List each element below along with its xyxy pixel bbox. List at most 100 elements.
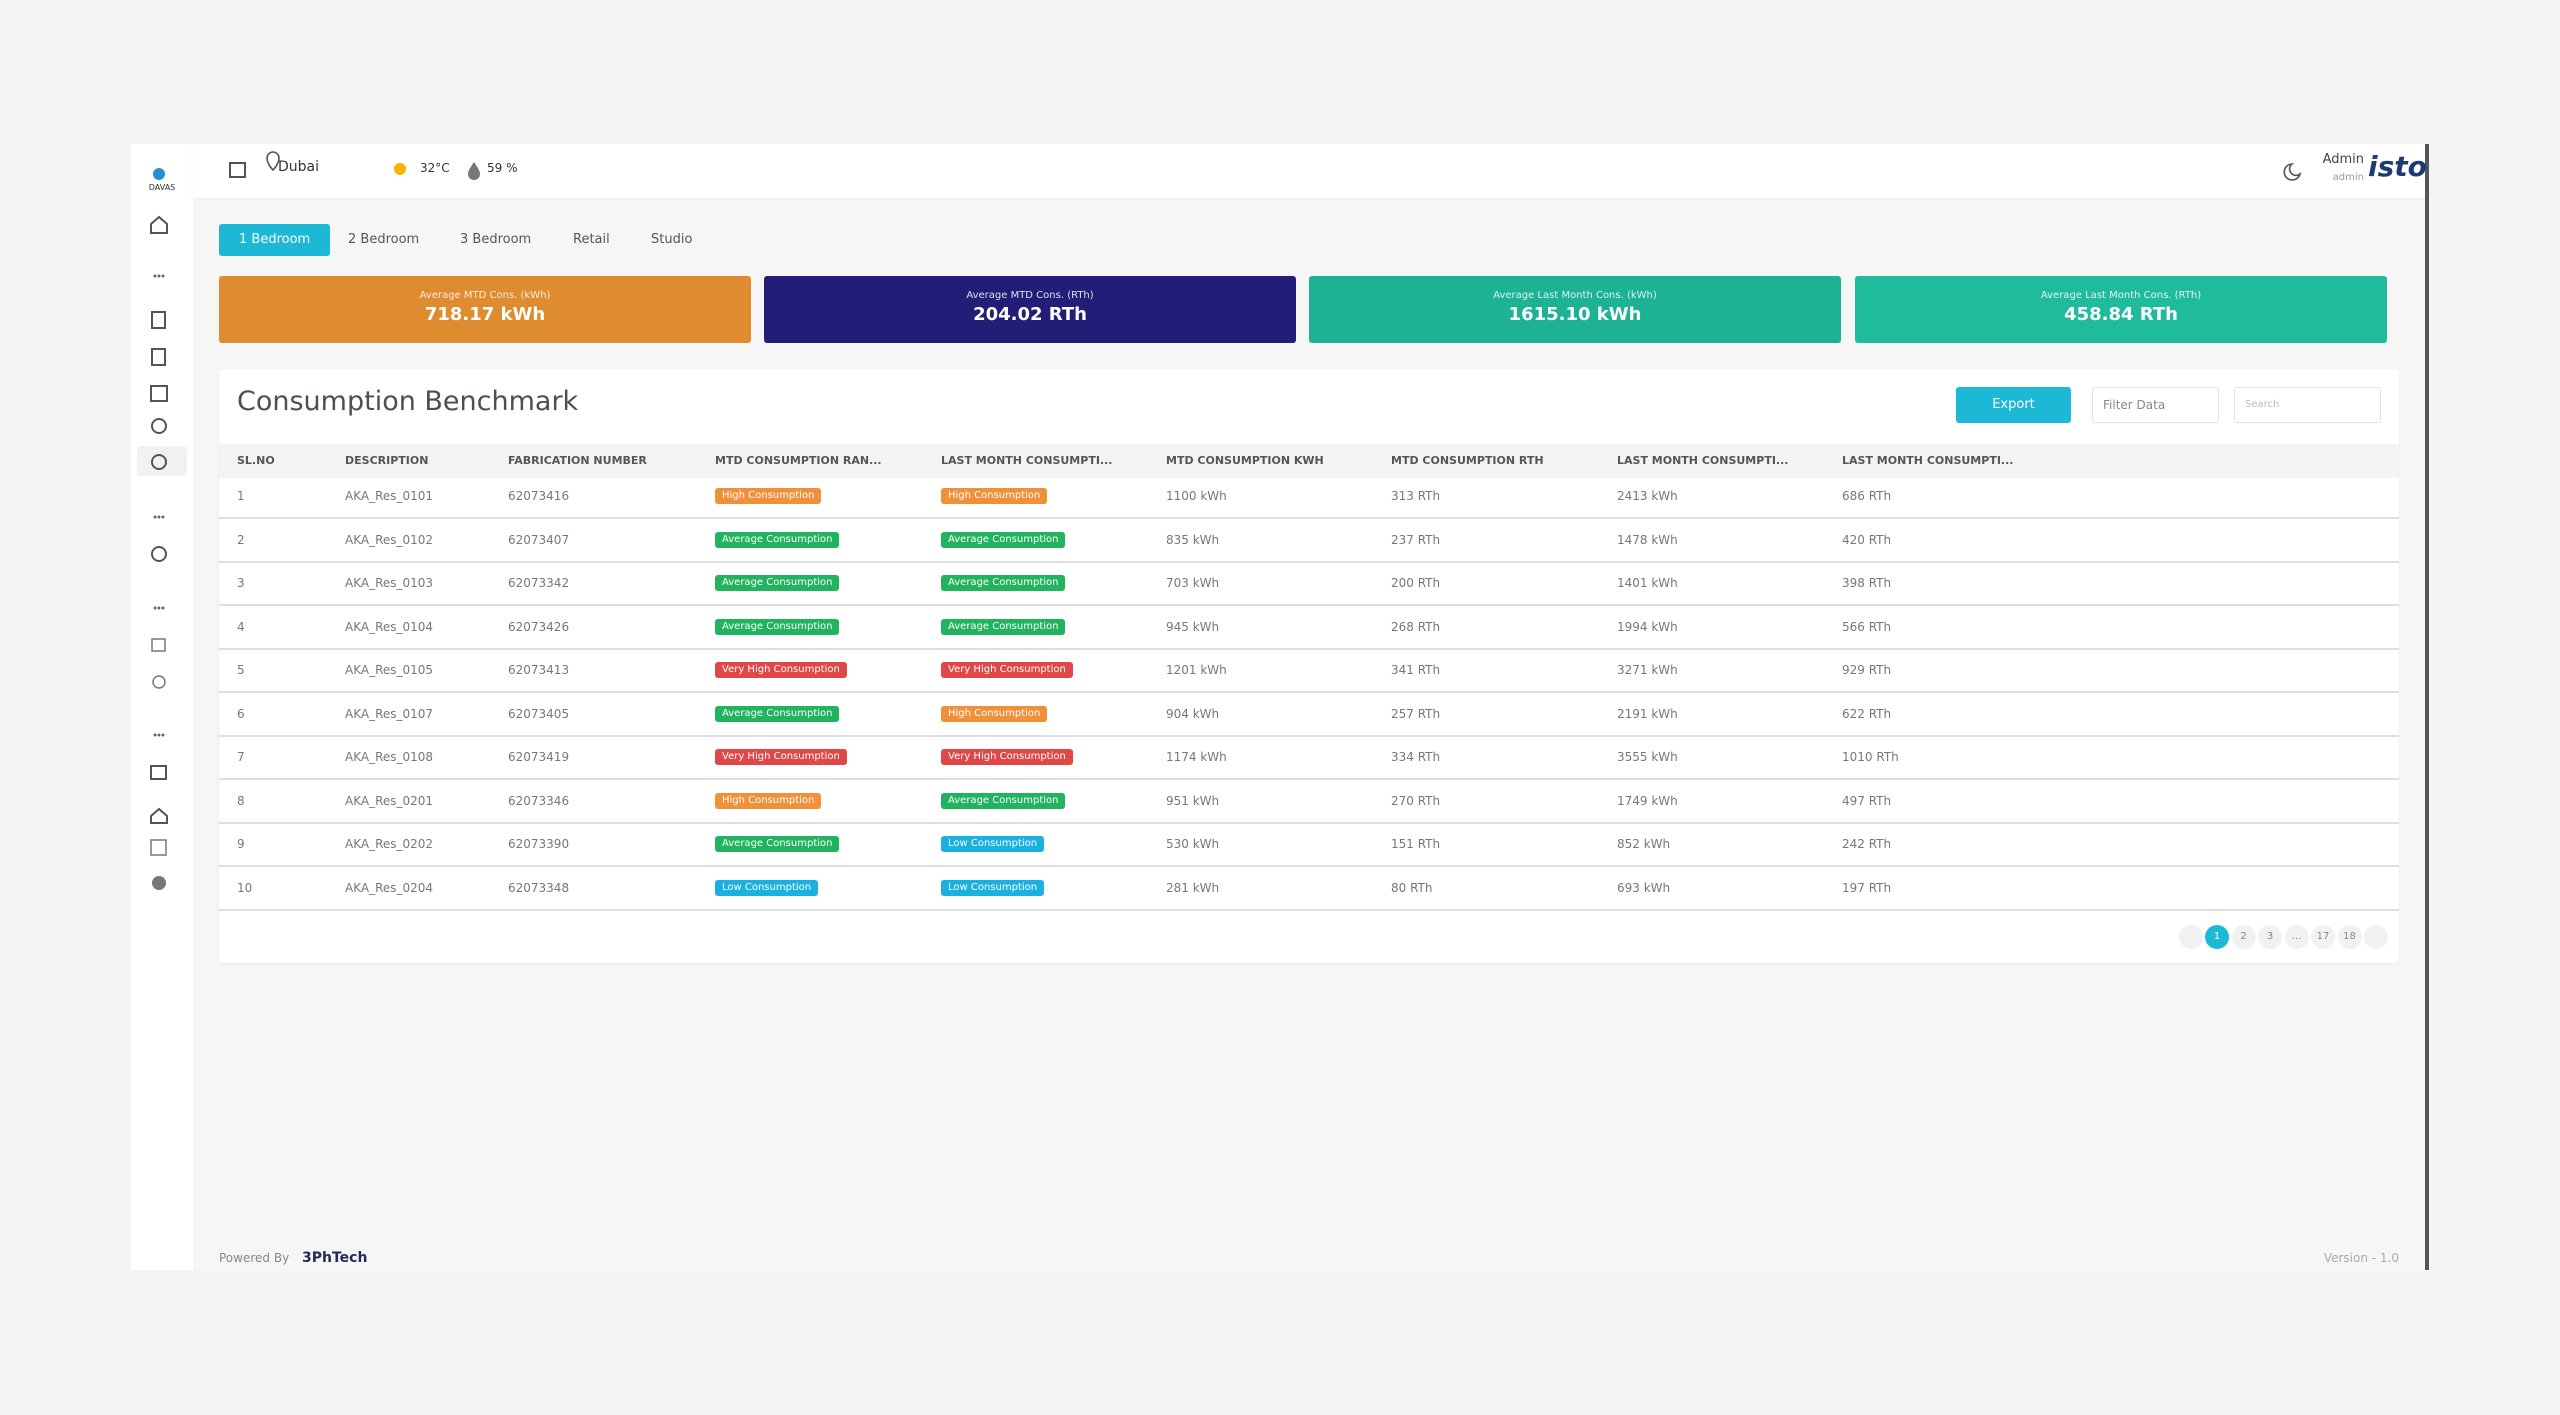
export-button[interactable]: Export: [1956, 387, 2071, 423]
table-cell: 566 RTh: [1842, 619, 1892, 634]
tab[interactable]: 2 Bedroom: [348, 232, 420, 247]
status-badge: Average Consumption: [715, 575, 840, 591]
summary-card: [764, 276, 1296, 343]
table-cell: 497 RTh: [1842, 793, 1892, 808]
table-cell: 3: [237, 576, 245, 590]
table-cell: 62073407: [508, 532, 570, 547]
table-cell: 3555 kWh: [1617, 750, 1678, 764]
tab[interactable]: 3 Bedroom: [460, 232, 532, 247]
status-badge: High Consumption: [715, 488, 822, 504]
filter-select[interactable]: Filter Data: [2092, 387, 2219, 423]
table-cell: 945 kWh: [1166, 619, 1220, 634]
table-cell: 420 RTh: [1842, 532, 1892, 547]
table-cell: 904 kWh: [1166, 706, 1220, 721]
card-label: Average Last Month Cons. (kWh): [1493, 290, 1657, 301]
table-cell: 257 RTh: [1391, 706, 1441, 721]
status-badge: Very High Consumption: [941, 749, 1073, 765]
page-button[interactable]: 18: [2337, 925, 2362, 949]
footer-company: 3PhTech: [302, 1250, 368, 1266]
sidebar-logo-text: DAVAS: [148, 183, 176, 192]
status-badge: Very High Consumption: [715, 662, 847, 678]
table-cell: AKA_Res_0105: [345, 663, 434, 677]
table-cell: AKA_Res_0201: [345, 793, 434, 808]
table-cell: 1100 kWh: [1166, 489, 1227, 503]
status-badge: Average Consumption: [941, 575, 1066, 591]
row-divider: [219, 560, 2399, 563]
card-label: Average MTD Cons. (RTh): [966, 290, 1094, 301]
tab[interactable]: Retail: [573, 232, 610, 247]
status-badge: High Consumption: [941, 705, 1048, 722]
status-badge: Average Consumption: [715, 531, 840, 548]
table-cell: 313 RTh: [1391, 489, 1441, 503]
status-badge: Average Consumption: [941, 792, 1066, 809]
temperature: 32°C: [420, 161, 450, 175]
page-button[interactable]: 17: [2311, 925, 2335, 949]
table-cell: 686 RTh: [1842, 489, 1892, 503]
table-cell: 1201 kWh: [1166, 663, 1227, 677]
table-cell: 197 RTh: [1842, 880, 1892, 895]
row-divider: [219, 821, 2399, 824]
page-button[interactable]: 1: [2205, 925, 2229, 949]
summary-card: [1309, 276, 1841, 343]
status-badge: Low Consumption: [941, 836, 1045, 852]
table-cell: 281 kWh: [1166, 880, 1220, 895]
card-value: 718.17 kWh: [424, 304, 546, 325]
page-button[interactable]: ...: [2284, 925, 2309, 949]
table-cell: 62073405: [508, 706, 570, 721]
table-cell: AKA_Res_0104: [345, 619, 434, 634]
table-cell: 62073426: [508, 619, 570, 634]
table-cell: 9: [237, 837, 245, 851]
user-name[interactable]: Admin: [2322, 152, 2364, 167]
row-divider: [219, 908, 2399, 911]
tab[interactable]: 1 Bedroom: [219, 224, 331, 256]
table-cell: 4: [237, 619, 245, 634]
row-divider: [219, 734, 2399, 737]
humidity: 59 %: [487, 161, 518, 175]
status-badge: Average Consumption: [715, 705, 840, 722]
table-cell: AKA_Res_0103: [345, 576, 434, 590]
card-value: 1615.10 kWh: [1508, 304, 1642, 325]
table-cell: 1478 kWh: [1617, 532, 1678, 547]
table-cell: 62073346: [508, 793, 570, 808]
footer-version: Version - 1.0: [2323, 1251, 2399, 1265]
table-cell: 237 RTh: [1391, 532, 1441, 547]
column-header: MTD CONSUMPTION RAN...: [715, 454, 882, 467]
table-cell: 62073342: [508, 576, 570, 590]
table-cell: 270 RTh: [1391, 793, 1441, 808]
table-cell: 530 kWh: [1166, 837, 1220, 851]
row-divider: [219, 691, 2399, 693]
brand-logo: isto: [2368, 150, 2427, 183]
status-badge: Average Consumption: [941, 531, 1066, 548]
row-divider: [219, 778, 2399, 780]
column-header: FABRICATION NUMBER: [508, 454, 647, 467]
table-cell: AKA_Res_0102: [345, 532, 434, 547]
table-cell: 929 RTh: [1842, 663, 1892, 677]
search-input[interactable]: Search: [2234, 387, 2381, 423]
page-prev[interactable]: [2178, 925, 2203, 949]
table-cell: 1749 kWh: [1617, 793, 1678, 808]
page-button[interactable]: 3: [2258, 925, 2282, 949]
table-cell: 622 RTh: [1842, 706, 1892, 721]
location: Dubai: [278, 159, 320, 175]
page-next[interactable]: [2364, 925, 2388, 949]
table-cell: 1401 kWh: [1617, 576, 1678, 590]
status-badge: Very High Consumption: [715, 749, 847, 765]
tab[interactable]: Studio: [651, 232, 693, 247]
table-cell: AKA_Res_0101: [345, 489, 434, 503]
table-cell: 693 kWh: [1617, 880, 1671, 895]
column-header: MTD CONSUMPTION RTH: [1391, 454, 1544, 467]
table-cell: 242 RTh: [1842, 837, 1892, 851]
status-badge: Average Consumption: [715, 836, 840, 852]
table-cell: 62073413: [508, 663, 570, 677]
table-title: Consumption Benchmark: [237, 386, 579, 417]
table-cell: 334 RTh: [1391, 750, 1441, 764]
user-role: admin: [2332, 172, 2364, 183]
column-header: MTD CONSUMPTION KWH: [1166, 454, 1324, 467]
card-value: 204.02 RTh: [973, 304, 1087, 325]
row-divider: [219, 865, 2399, 867]
page-button[interactable]: 2: [2231, 925, 2256, 949]
card-label: Average Last Month Cons. (RTh): [2040, 290, 2202, 301]
column-header: SL.NO: [237, 454, 275, 467]
column-header: DESCRIPTION: [345, 454, 429, 467]
row-divider: [219, 517, 2399, 519]
